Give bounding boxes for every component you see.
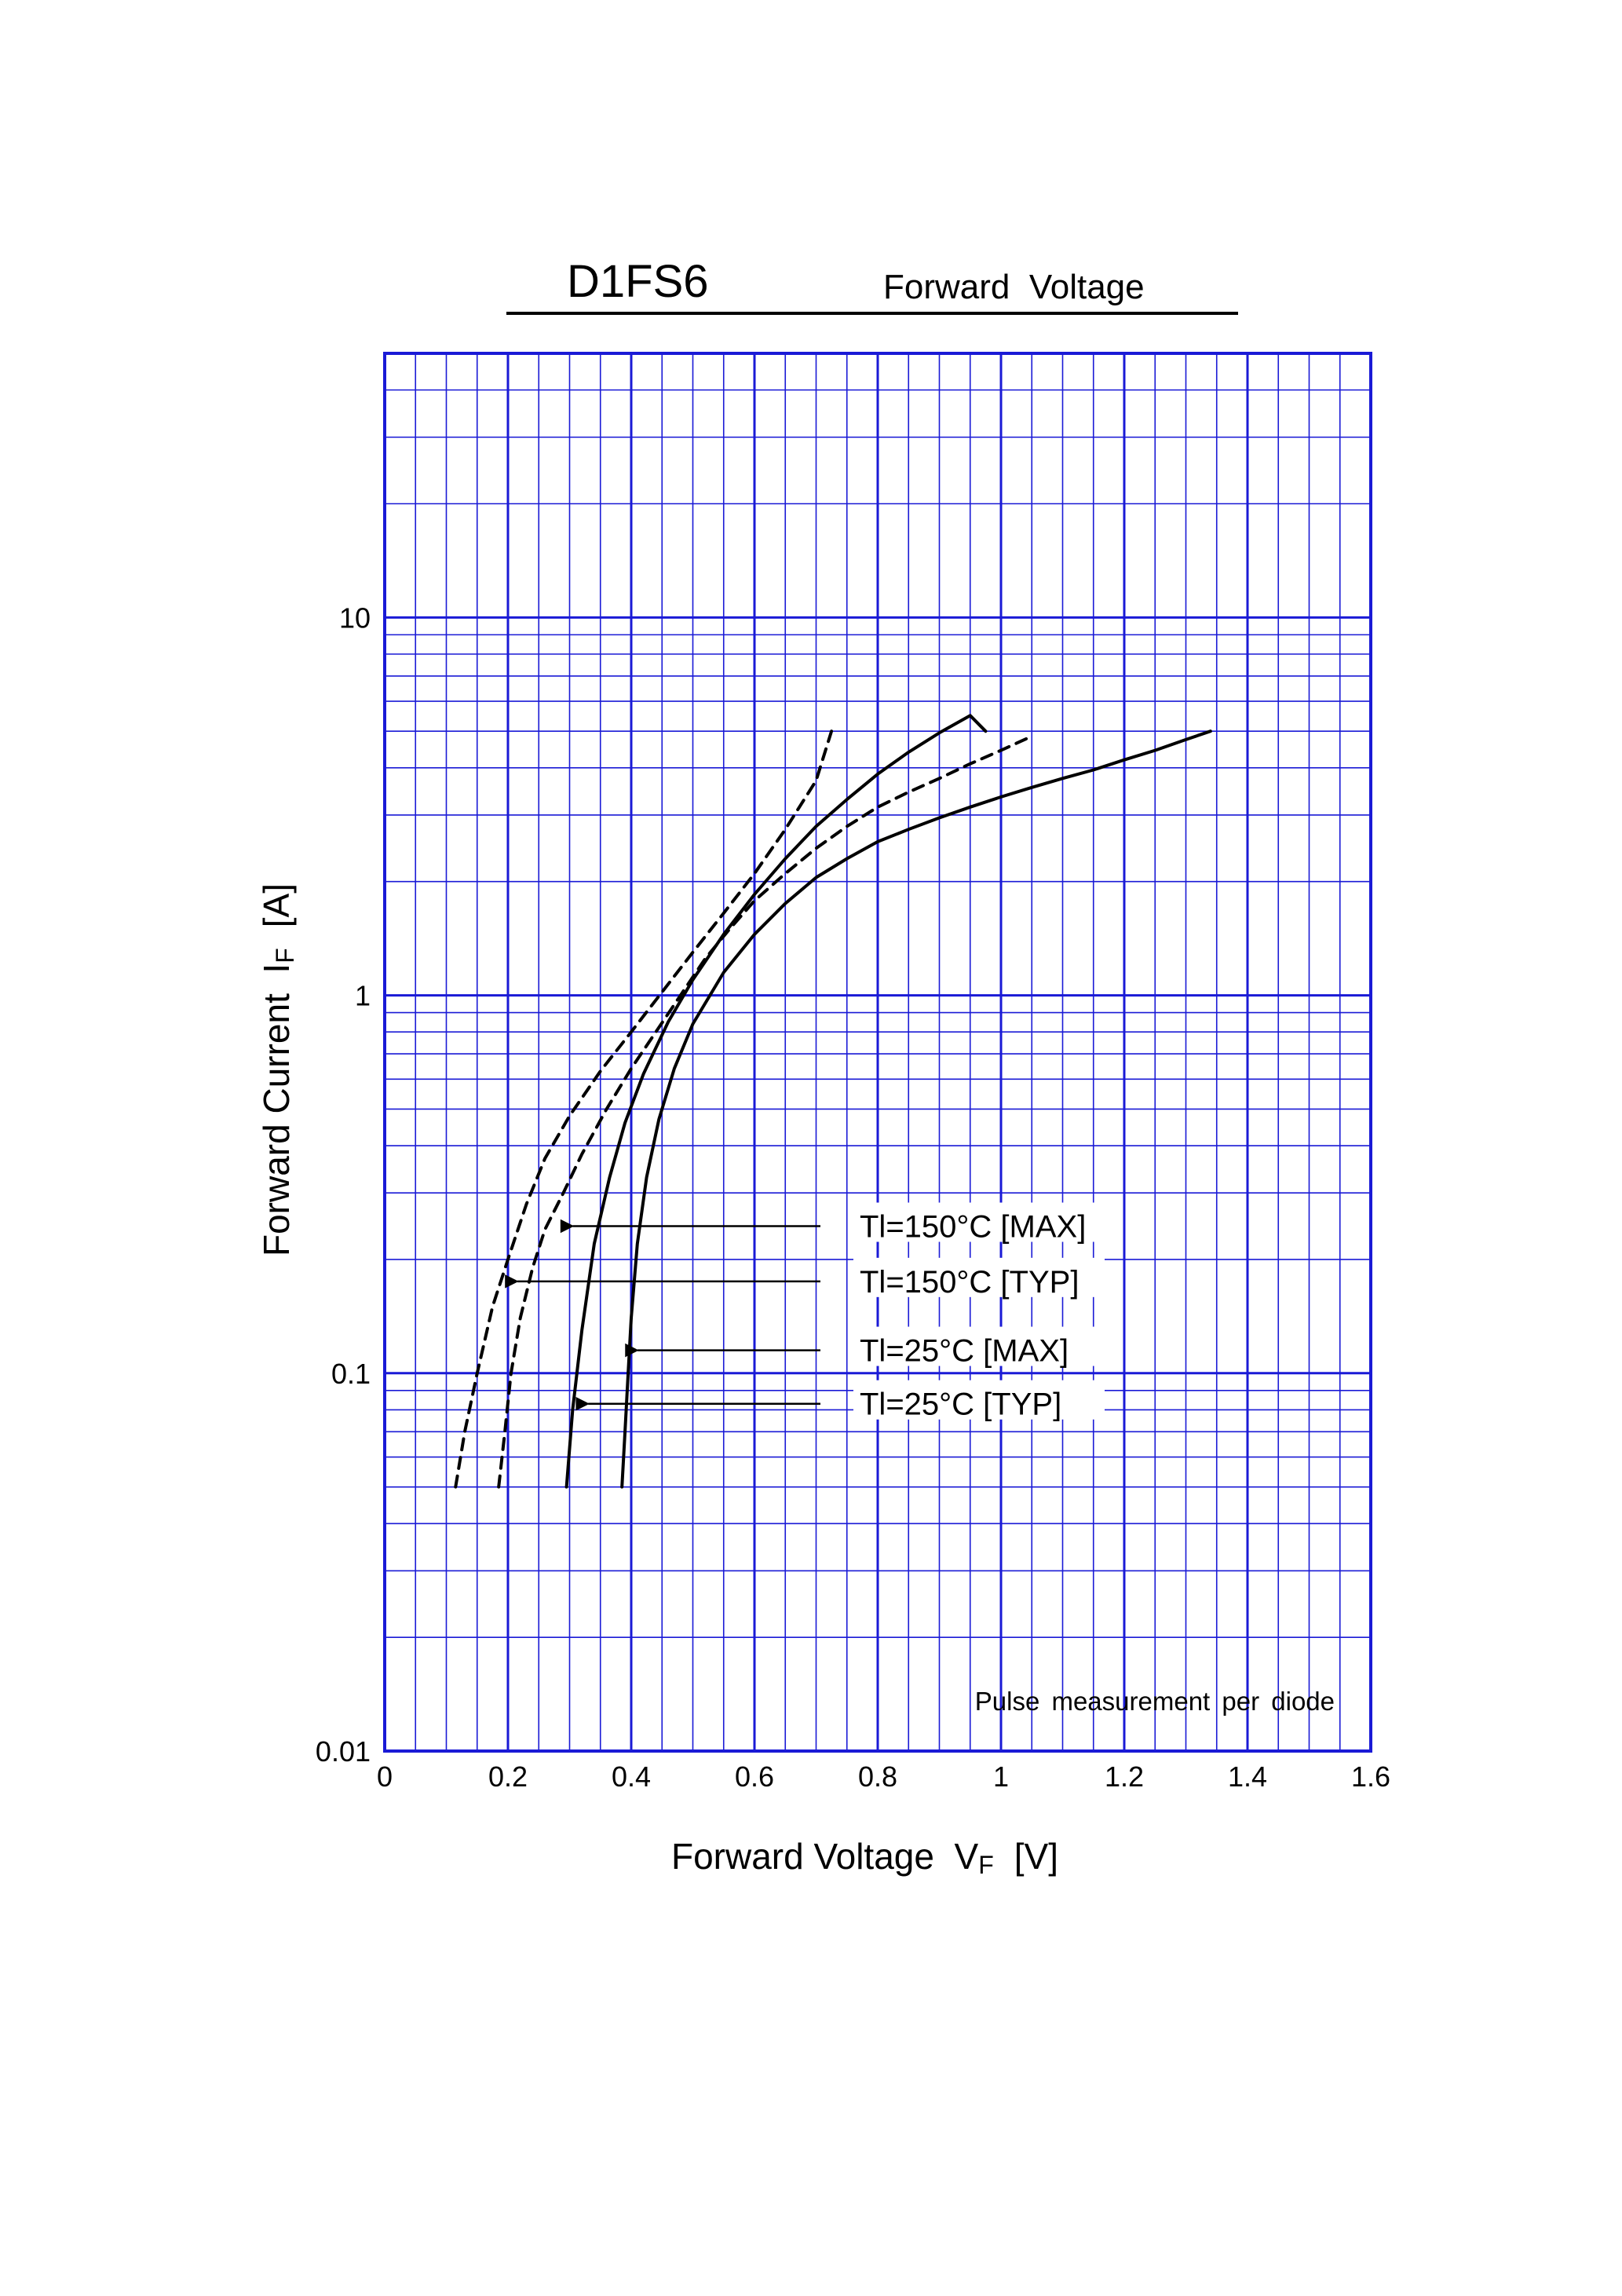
x-tick-label: 0.2 (488, 1760, 528, 1793)
y-tick-label: 0.01 (316, 1735, 371, 1768)
x-tick-label: 1.2 (1105, 1760, 1144, 1793)
legend: Tl=150°C [MAX] Tl=150°C [TYP] Tl=25°C [MAX… (505, 1202, 1105, 1422)
y-tick-label: 1 (355, 980, 371, 1012)
series-line (454, 729, 834, 1489)
legend-label: Tl=25°C [TYP] (860, 1387, 1061, 1422)
y-axis-label: Forward Current IF[A] (256, 883, 299, 1256)
y-tick-label: 0.1 (331, 1358, 371, 1390)
tick-labels: 0 0.2 0.4 0.6 0.8 1 1.2 1.4 1.6 0.01 0.1 1 10 (316, 601, 1390, 1793)
curves (454, 714, 1212, 1489)
grid (383, 352, 1372, 1753)
y-tick-label: 10 (339, 601, 371, 634)
x-axis-label: Forward Voltage VF [V] (671, 1836, 1058, 1879)
x-tick-label: 0.8 (858, 1760, 897, 1793)
legend-label-background (853, 1202, 1105, 1242)
plot-frame (383, 352, 1372, 1753)
x-tick-label: 0.6 (735, 1760, 774, 1793)
x-tick-label: 1 (993, 1760, 1009, 1793)
legend-label: Tl=150°C [MAX] (860, 1210, 1086, 1245)
x-tick-label: 0 (377, 1760, 393, 1793)
x-tick-label: 1.6 (1351, 1760, 1390, 1793)
x-tick-label: 0.4 (612, 1760, 651, 1793)
y-axis-label-subscript: F (271, 948, 299, 963)
legend-label-background (853, 1380, 1105, 1420)
y-axis-label-unit: [A] (256, 883, 297, 927)
legend-label: Tl=25°C [MAX] (860, 1334, 1069, 1369)
series-line (620, 729, 1212, 1489)
series-line (497, 734, 1034, 1489)
x-tick-label: 1.4 (1228, 1760, 1267, 1793)
chart-subtitle: Forward Voltage (883, 268, 1145, 306)
legend-label: Tl=150°C [TYP] (860, 1265, 1079, 1300)
x-axis-label-unit: [V] (1014, 1836, 1058, 1877)
x-axis-label-subscript: F (978, 1851, 994, 1879)
pulse-measurement-note: Pulse measurement per diode (975, 1687, 1335, 1716)
chart-title: D1FS6 (567, 256, 709, 307)
legend-label-background (853, 1326, 1105, 1366)
legend-label-background (853, 1257, 1105, 1297)
